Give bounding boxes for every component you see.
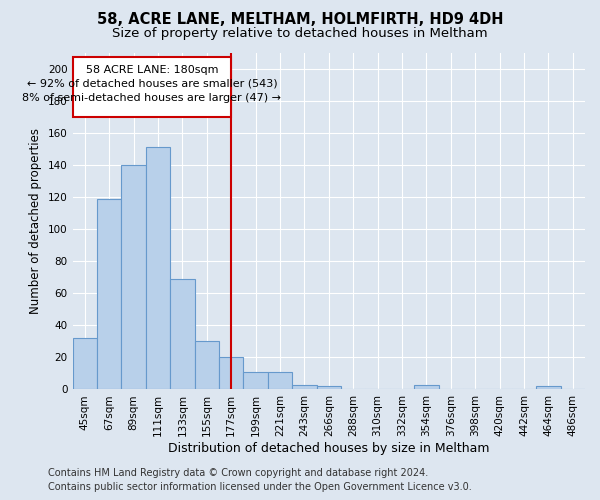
Text: Contains HM Land Registry data © Crown copyright and database right 2024.
Contai: Contains HM Land Registry data © Crown c… bbox=[48, 468, 472, 492]
Bar bbox=[219, 358, 244, 390]
Bar bbox=[194, 342, 219, 390]
Bar bbox=[536, 386, 560, 390]
Bar bbox=[73, 58, 231, 116]
Text: 58 ACRE LANE: 180sqm
← 92% of detached houses are smaller (543)
8% of semi-detac: 58 ACRE LANE: 180sqm ← 92% of detached h… bbox=[22, 65, 281, 103]
Bar bbox=[170, 278, 194, 390]
Bar bbox=[97, 198, 121, 390]
Bar bbox=[244, 372, 268, 390]
Text: Size of property relative to detached houses in Meltham: Size of property relative to detached ho… bbox=[112, 28, 488, 40]
Bar bbox=[292, 384, 317, 390]
Bar bbox=[414, 384, 439, 390]
Bar bbox=[121, 165, 146, 390]
Bar bbox=[73, 338, 97, 390]
Text: 58, ACRE LANE, MELTHAM, HOLMFIRTH, HD9 4DH: 58, ACRE LANE, MELTHAM, HOLMFIRTH, HD9 4… bbox=[97, 12, 503, 28]
Bar bbox=[146, 147, 170, 390]
Bar bbox=[317, 386, 341, 390]
Y-axis label: Number of detached properties: Number of detached properties bbox=[29, 128, 43, 314]
Bar bbox=[268, 372, 292, 390]
X-axis label: Distribution of detached houses by size in Meltham: Distribution of detached houses by size … bbox=[168, 442, 490, 455]
